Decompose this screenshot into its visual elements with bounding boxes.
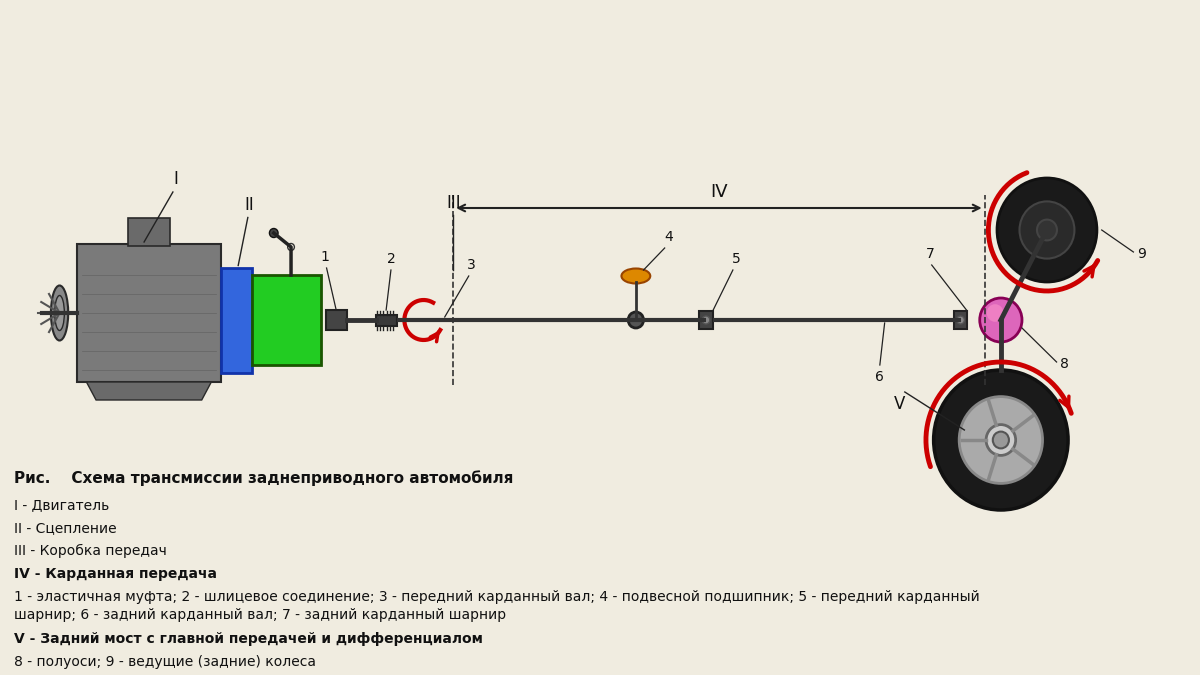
Circle shape [992,431,1009,448]
Text: II: II [245,196,254,213]
Circle shape [997,178,1097,282]
Text: Рис.    Схема трансмиссии заднеприводного автомобиля: Рис. Схема трансмиссии заднеприводного а… [14,470,514,486]
Text: 8: 8 [1061,357,1069,371]
Ellipse shape [55,296,65,331]
Text: 7: 7 [925,247,934,261]
Text: 8 - полуоси; 9 - ведущие (задние) колеса: 8 - полуоси; 9 - ведущие (задние) колеса [14,655,317,669]
Text: 6: 6 [875,370,884,384]
Circle shape [628,312,643,328]
Text: I - Двигатель: I - Двигатель [14,498,109,512]
Bar [127,218,170,246]
Circle shape [702,316,710,324]
Text: IV - Карданная передача: IV - Карданная передача [14,567,217,581]
Text: 1: 1 [320,250,329,264]
Text: 4: 4 [664,230,673,244]
Text: IV: IV [710,183,727,201]
Text: V - Задний мост с главной передачей и дифференциалом: V - Задний мост с главной передачей и ди… [14,632,484,646]
Bar [221,267,252,373]
Circle shape [956,316,965,324]
Circle shape [1020,201,1074,259]
Text: 5: 5 [732,252,742,266]
Text: 3: 3 [467,258,476,272]
Bar [325,310,347,330]
Circle shape [986,304,1003,322]
Ellipse shape [50,286,68,340]
Circle shape [270,229,278,238]
Circle shape [934,370,1068,510]
Text: V: V [894,395,906,413]
Text: 9: 9 [1138,247,1146,261]
Text: III - Коробка передач: III - Коробка передач [14,544,167,558]
Text: 1 - эластичная муфта; 2 - шлицевое соединение; 3 - передний карданный вал; 4 - п: 1 - эластичная муфта; 2 - шлицевое соеди… [14,590,980,622]
Polygon shape [86,382,211,400]
Text: II - Сцепление: II - Сцепление [14,521,118,535]
Ellipse shape [622,269,650,284]
Circle shape [986,425,1015,456]
Circle shape [1037,219,1057,240]
Circle shape [979,298,1022,342]
Bar [252,275,320,365]
Bar [376,315,397,325]
Text: III: III [446,194,461,212]
Text: I: I [173,170,179,188]
Bar [700,311,713,329]
Text: 2: 2 [386,252,395,266]
Bar [954,311,967,329]
Bar [77,244,221,382]
Circle shape [959,397,1043,483]
